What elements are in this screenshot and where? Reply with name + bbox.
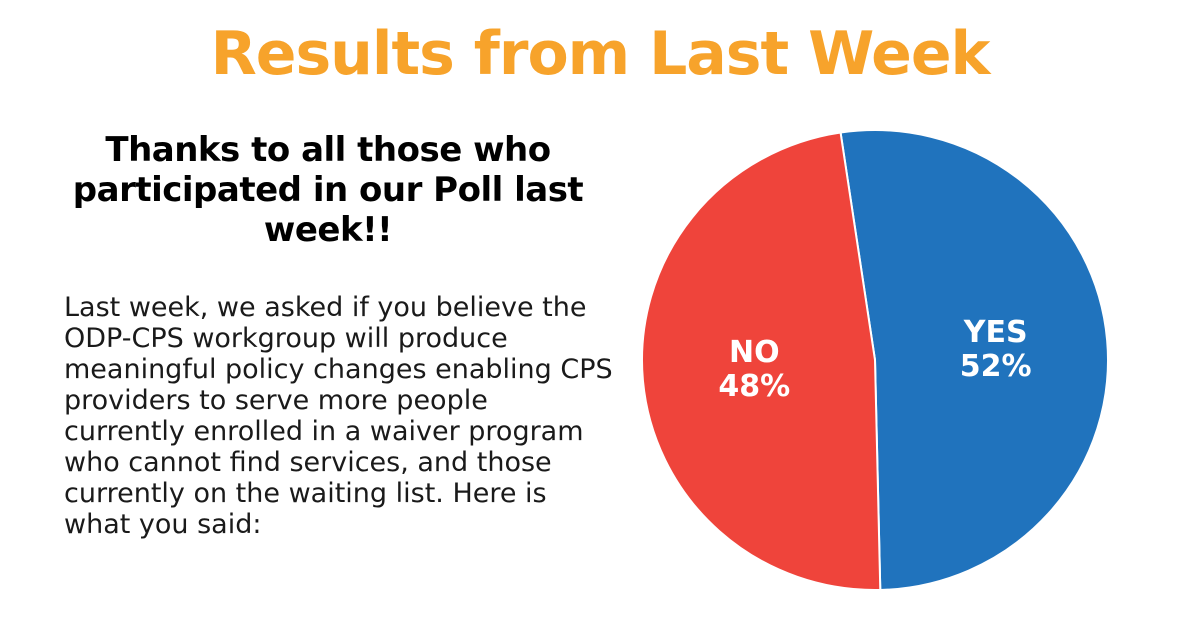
poll-description: Last week, we asked if you believe the O… (64, 292, 613, 540)
slice-category-label: YES (963, 315, 1028, 350)
pie-slice-no (641, 131, 882, 591)
slice-value-label: 48% (718, 369, 790, 404)
slice-value-label: 52% (960, 349, 1032, 384)
intro-section: Thanks to all those who participated in … (60, 130, 620, 540)
poll-results-pie-chart: YES 52% NO 48% (630, 115, 1120, 605)
pie-slice-yes (839, 129, 1109, 591)
thanks-heading: Thanks to all those who participated in … (72, 130, 584, 250)
slice-category-label: NO (729, 335, 780, 370)
page-title: Results from Last Week (210, 19, 991, 89)
